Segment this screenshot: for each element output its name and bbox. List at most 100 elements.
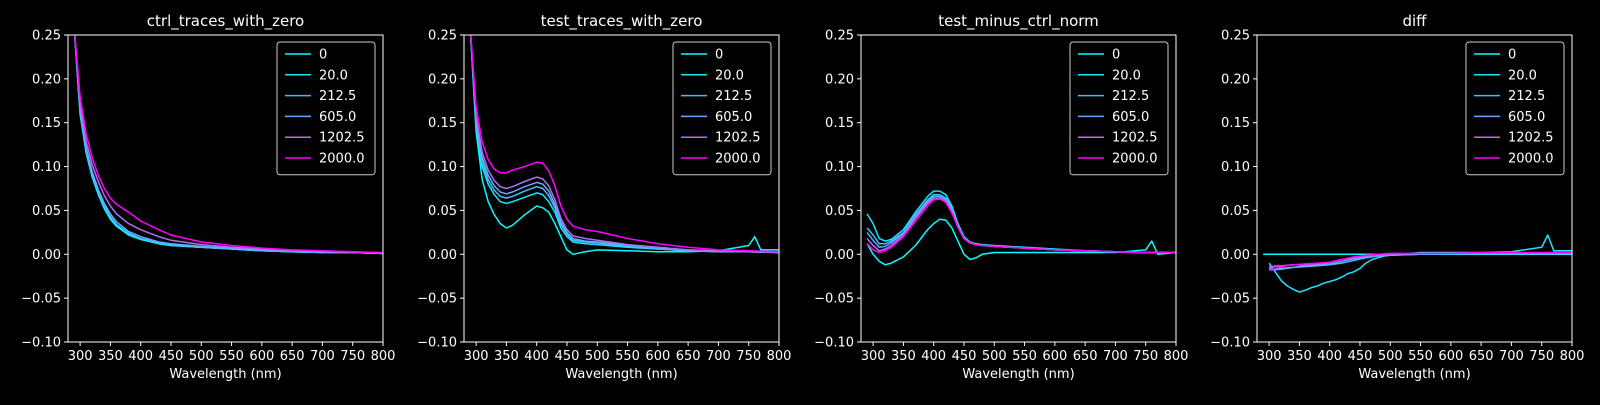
series-line-212-5 <box>73 35 383 255</box>
y-tick-label: 0.05 <box>428 204 457 219</box>
y-tick-label: −0.10 <box>814 336 854 351</box>
y-tick-label: 0.15 <box>825 116 854 131</box>
x-axis-label: Wavelength (nm) <box>1358 367 1470 382</box>
y-tick-label: 0.05 <box>1221 204 1250 219</box>
y-tick-label: −0.05 <box>21 292 61 307</box>
y-tick-label: 0.20 <box>1221 72 1250 87</box>
x-axis-label: Wavelength (nm) <box>169 367 281 382</box>
series-line-605-0 <box>1269 252 1572 271</box>
x-tick-label: 700 <box>706 349 731 364</box>
x-tick-label: 550 <box>219 349 244 364</box>
x-tick-label: 700 <box>1103 349 1128 364</box>
x-tick-label: 400 <box>524 349 549 364</box>
y-tick-label: 0.00 <box>1221 248 1250 263</box>
x-tick-label: 500 <box>189 349 214 364</box>
legend-label: 20.0 <box>715 68 744 83</box>
x-tick-label: 650 <box>676 349 701 364</box>
x-tick-label: 600 <box>1438 349 1463 364</box>
axes-frame <box>463 34 780 343</box>
legend-label: 1202.5 <box>715 131 761 146</box>
legend-label: 1202.5 <box>319 131 365 146</box>
series-line-212-5 <box>469 35 779 254</box>
x-tick-label: 800 <box>371 349 396 364</box>
legend-label: 2000.0 <box>319 152 365 167</box>
y-tick-label: −0.05 <box>417 292 457 307</box>
legend-label: 212.5 <box>1508 89 1545 104</box>
x-tick-label: 800 <box>1164 349 1189 364</box>
series-line-0 <box>866 218 1176 266</box>
y-tick-label: −0.10 <box>417 336 457 351</box>
y-tick-label: 0.10 <box>825 160 854 175</box>
legend-label: 20.0 <box>1112 68 1141 83</box>
x-tick-label: 800 <box>767 349 792 364</box>
series-group <box>469 35 779 256</box>
y-tick-label: 0.00 <box>825 248 854 263</box>
axes-frame <box>1256 34 1573 343</box>
y-tick-label: 0.20 <box>32 72 61 87</box>
y-tick-label: 0.20 <box>428 72 457 87</box>
series-line-2000-0 <box>470 35 779 253</box>
y-tick-label: 0.25 <box>428 29 457 44</box>
y-tick-label: 0.05 <box>32 204 61 219</box>
y-tick-label: −0.05 <box>814 292 854 307</box>
x-tick-label: 650 <box>1073 349 1098 364</box>
panel-2: test_traces_with_zero 300 350 400 450 500 550 6… <box>417 12 791 382</box>
series-line-1202-5 <box>74 35 383 255</box>
x-tick-label: 300 <box>464 349 489 364</box>
x-axis-label: Wavelength (nm) <box>962 367 1074 382</box>
legend-label: 2000.0 <box>715 152 761 167</box>
x-tick-label: 550 <box>1012 349 1037 364</box>
x-tick-label: 550 <box>615 349 640 364</box>
legend-label: 2000.0 <box>1112 152 1158 167</box>
axes-frame <box>860 34 1177 343</box>
y-tick-label: 0.25 <box>32 29 61 44</box>
y-tick-label: 0.25 <box>1221 29 1250 44</box>
x-tick-label: 350 <box>494 349 519 364</box>
legend-label: 2000.0 <box>1508 152 1554 167</box>
panel-4: diff 300 350 400 450 500 550 600 650 700 750 800 −0.… <box>1210 12 1584 382</box>
y-tick-label: 0.00 <box>32 248 61 263</box>
x-tick-label: 300 <box>68 349 93 364</box>
panel-title: test_traces_with_zero <box>541 12 703 31</box>
x-tick-label: 450 <box>952 349 977 364</box>
series-line-1202-5 <box>1269 252 1572 268</box>
panel-title: test_minus_ctrl_norm <box>938 12 1099 31</box>
x-tick-label: 700 <box>1499 349 1524 364</box>
x-tick-label: 350 <box>1287 349 1312 364</box>
x-tick-label: 500 <box>982 349 1007 364</box>
legend-label: 212.5 <box>319 89 356 104</box>
y-tick-label: 0.00 <box>428 248 457 263</box>
series-line-2000-0 <box>866 198 1176 254</box>
x-tick-label: 750 <box>1529 349 1554 364</box>
legend-label: 212.5 <box>1112 89 1149 104</box>
y-tick-label: 0.25 <box>825 29 854 44</box>
x-tick-label: 350 <box>891 349 916 364</box>
y-tick-label: 0.10 <box>32 160 61 175</box>
y-tick-label: 0.10 <box>428 160 457 175</box>
x-tick-label: 750 <box>1133 349 1158 364</box>
x-tick-label: 800 <box>1560 349 1585 364</box>
panel-title: ctrl_traces_with_zero <box>147 12 304 31</box>
x-tick-label: 750 <box>340 349 365 364</box>
y-tick-label: 0.05 <box>825 204 854 219</box>
x-tick-label: 300 <box>1257 349 1282 364</box>
x-tick-label: 450 <box>555 349 580 364</box>
x-tick-label: 400 <box>128 349 153 364</box>
legend-label: 20.0 <box>1508 68 1537 83</box>
legend-label: 20.0 <box>319 68 348 83</box>
series-line-1202-5 <box>866 197 1176 254</box>
x-tick-label: 650 <box>1469 349 1494 364</box>
x-tick-label: 450 <box>1348 349 1373 364</box>
x-tick-label: 500 <box>1378 349 1403 364</box>
legend-label: 605.0 <box>1112 110 1149 125</box>
series-line-212-5 <box>1269 252 1572 270</box>
x-tick-label: 600 <box>249 349 274 364</box>
x-tick-label: 650 <box>280 349 305 364</box>
x-tick-label: 350 <box>98 349 123 364</box>
panel-title: diff <box>1402 12 1427 30</box>
y-tick-label: −0.05 <box>1210 292 1250 307</box>
series-line-2000-0 <box>1268 251 1572 271</box>
legend: 0 20.0 212.5 605.0 1202.5 2000.0 <box>672 41 772 176</box>
